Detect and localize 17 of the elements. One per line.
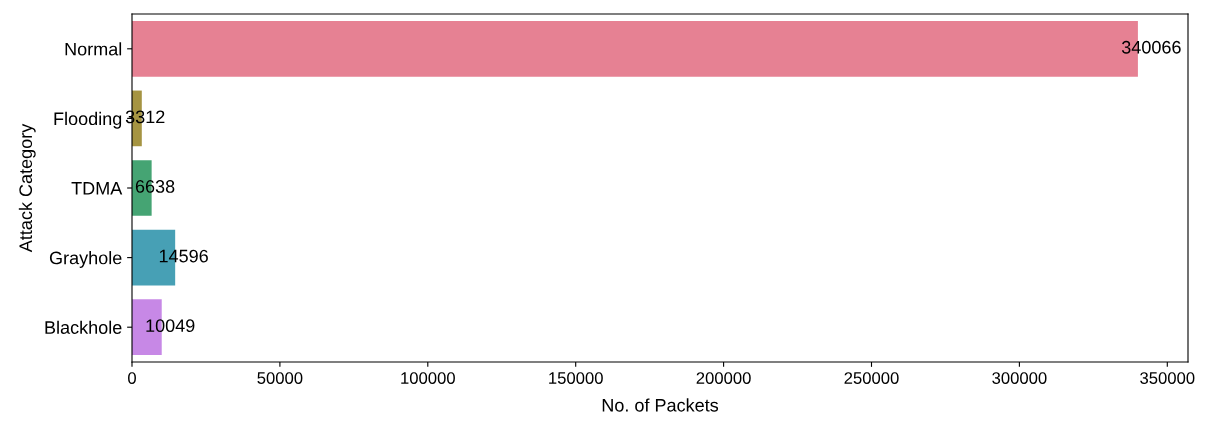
data-label: 10049 bbox=[146, 319, 195, 333]
x-tick-label: 100000 bbox=[401, 372, 455, 384]
x-tick-label: 50000 bbox=[257, 372, 303, 384]
data-label: 340066 bbox=[1121, 40, 1181, 54]
x-tick-label: 200000 bbox=[696, 372, 751, 384]
y-axis-title: Attack Category bbox=[18, 123, 36, 253]
y-tick-label: Blackhole bbox=[45, 320, 122, 334]
x-tick-label: 300000 bbox=[992, 372, 1047, 384]
y-tick-label: Grayhole bbox=[49, 251, 122, 268]
x-tick-label: 150000 bbox=[549, 372, 603, 384]
x-axis-title: No. of Packets bbox=[602, 398, 719, 412]
x-tick-label: 350000 bbox=[1140, 372, 1195, 384]
x-tick-label: 0 bbox=[128, 372, 136, 384]
y-tick-label: Normal bbox=[65, 42, 122, 56]
y-tick-label: TDMA bbox=[71, 182, 123, 195]
y-tick-label: Flooding bbox=[54, 111, 122, 129]
x-tick-label: 250000 bbox=[844, 372, 899, 384]
